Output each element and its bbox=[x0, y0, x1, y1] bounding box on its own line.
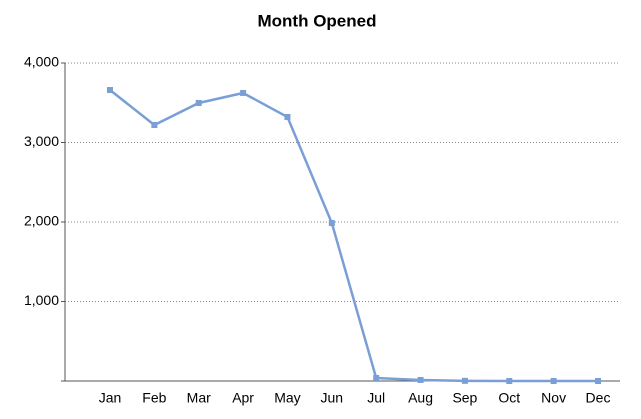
x-tick-label: Apr bbox=[232, 390, 254, 406]
point-marker bbox=[107, 87, 113, 94]
x-tick-label: Jan bbox=[99, 390, 122, 406]
point-marker bbox=[328, 220, 335, 227]
chart-title: Month Opened bbox=[258, 11, 377, 30]
x-tick-label: Aug bbox=[408, 390, 433, 406]
x-tick-label: Jul bbox=[367, 390, 385, 406]
x-tick-label: Sep bbox=[452, 390, 477, 406]
y-tick-label: 3,000 bbox=[24, 133, 59, 149]
point-marker bbox=[151, 122, 158, 129]
x-tick-label: Jun bbox=[321, 390, 344, 406]
point-marker bbox=[373, 374, 380, 381]
point-marker bbox=[195, 99, 202, 106]
point-marker bbox=[461, 377, 468, 384]
point-marker bbox=[417, 376, 424, 383]
x-tick-label: Oct bbox=[498, 390, 520, 406]
point-marker bbox=[506, 378, 513, 384]
y-tick-label: 4,000 bbox=[24, 54, 59, 70]
x-tick-label: May bbox=[274, 390, 300, 406]
point-marker bbox=[240, 89, 247, 96]
point-marker bbox=[595, 378, 601, 384]
x-tick-label: Dec bbox=[586, 390, 611, 406]
point-marker bbox=[284, 113, 291, 120]
y-tick-label: 2,000 bbox=[24, 213, 59, 229]
x-tick-label: Nov bbox=[541, 390, 566, 406]
x-tick-label: Mar bbox=[187, 390, 211, 406]
x-tick-label: Feb bbox=[142, 390, 166, 406]
y-tick-label: 1,000 bbox=[24, 292, 59, 308]
line-series bbox=[109, 89, 598, 383]
point-marker bbox=[550, 378, 557, 384]
